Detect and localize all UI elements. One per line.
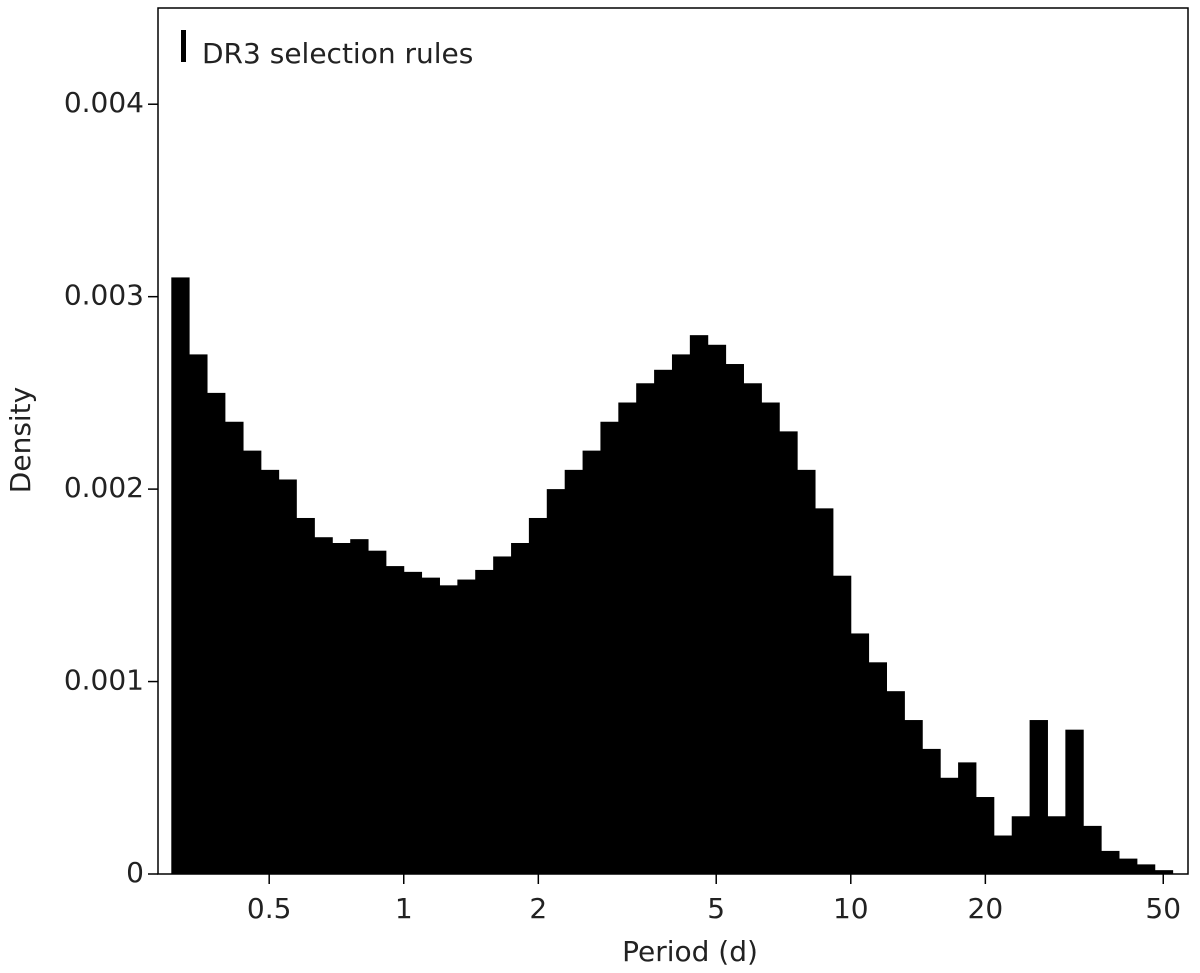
histogram-bar bbox=[1154, 870, 1174, 874]
histogram-bar bbox=[1118, 858, 1138, 874]
histogram-bar bbox=[993, 835, 1013, 874]
histogram-bar bbox=[761, 402, 780, 874]
histogram-bar bbox=[511, 542, 530, 874]
histogram-bar bbox=[1029, 720, 1048, 874]
histogram-bar bbox=[850, 633, 870, 874]
x-tick-label: 50 bbox=[1145, 892, 1181, 925]
legend-marker bbox=[181, 30, 186, 62]
histogram-bar bbox=[975, 797, 995, 874]
histogram-bar bbox=[332, 542, 351, 874]
x-tick-label: 10 bbox=[833, 892, 869, 925]
x-tick-label: 2 bbox=[529, 892, 547, 925]
histogram-bar bbox=[493, 556, 512, 874]
histogram-bar bbox=[707, 344, 727, 874]
y-axis-label: Density bbox=[4, 387, 37, 493]
x-tick-label: 1 bbox=[395, 892, 413, 925]
histogram-bar bbox=[207, 392, 226, 874]
x-axis-label: Period (d) bbox=[622, 935, 758, 968]
histogram-bar bbox=[421, 577, 440, 874]
histogram-bar bbox=[1083, 825, 1102, 874]
histogram-bar bbox=[922, 748, 941, 874]
y-tick-label: 0.003 bbox=[64, 279, 144, 312]
x-tick-label: 5 bbox=[707, 892, 725, 925]
histogram-bar bbox=[618, 402, 637, 874]
histogram-bar bbox=[314, 537, 333, 874]
histogram-bar bbox=[779, 431, 798, 874]
plot-frame bbox=[157, 7, 1189, 875]
histogram-bar bbox=[457, 579, 476, 874]
histogram-bar bbox=[278, 479, 297, 874]
histogram-bar bbox=[224, 421, 244, 874]
histogram-bar bbox=[439, 585, 458, 874]
histogram-bar bbox=[403, 571, 423, 874]
histogram-bar bbox=[546, 489, 566, 874]
histogram-bar bbox=[832, 575, 852, 874]
histogram-bar bbox=[1047, 816, 1066, 874]
histogram-bar bbox=[189, 354, 208, 874]
y-tick-label: 0.002 bbox=[64, 471, 144, 504]
x-tick-label: 0.5 bbox=[247, 892, 292, 925]
histogram-bar bbox=[475, 569, 494, 874]
histogram-bar bbox=[1101, 850, 1120, 874]
legend-label: DR3 selection rules bbox=[202, 37, 473, 70]
histogram-bar bbox=[797, 469, 816, 874]
histogram-bar bbox=[350, 539, 369, 874]
histogram-bar bbox=[636, 383, 655, 874]
histogram-bar bbox=[654, 369, 673, 874]
histogram-bar bbox=[296, 517, 315, 874]
histogram-bar bbox=[1065, 729, 1084, 874]
histogram-bar bbox=[743, 383, 762, 874]
histogram-bar bbox=[260, 469, 280, 874]
histogram-bar bbox=[368, 550, 387, 874]
histogram-bar bbox=[528, 517, 548, 874]
x-tick-label: 20 bbox=[968, 892, 1004, 925]
histogram-bar bbox=[1011, 816, 1031, 874]
histogram-bar bbox=[582, 450, 601, 874]
histogram-bar bbox=[815, 508, 834, 874]
histogram-bar bbox=[725, 364, 744, 874]
histogram-bar bbox=[385, 566, 405, 874]
histogram-bar bbox=[564, 469, 584, 874]
y-tick-label: 0.004 bbox=[64, 86, 144, 119]
histogram-bar bbox=[886, 691, 905, 874]
histogram-bar bbox=[243, 450, 262, 874]
histogram-bar bbox=[940, 777, 959, 874]
histogram-bar bbox=[1136, 864, 1156, 874]
histogram-bar bbox=[868, 662, 888, 874]
histogram-bar bbox=[600, 421, 619, 874]
histogram-bar bbox=[689, 335, 709, 875]
histogram-bar bbox=[958, 762, 977, 874]
y-tick-label: 0 bbox=[126, 856, 144, 889]
histogram-bar bbox=[671, 354, 691, 874]
histogram-bar bbox=[171, 277, 190, 874]
histogram-bar bbox=[904, 720, 923, 874]
y-tick-label: 0.001 bbox=[64, 664, 144, 697]
